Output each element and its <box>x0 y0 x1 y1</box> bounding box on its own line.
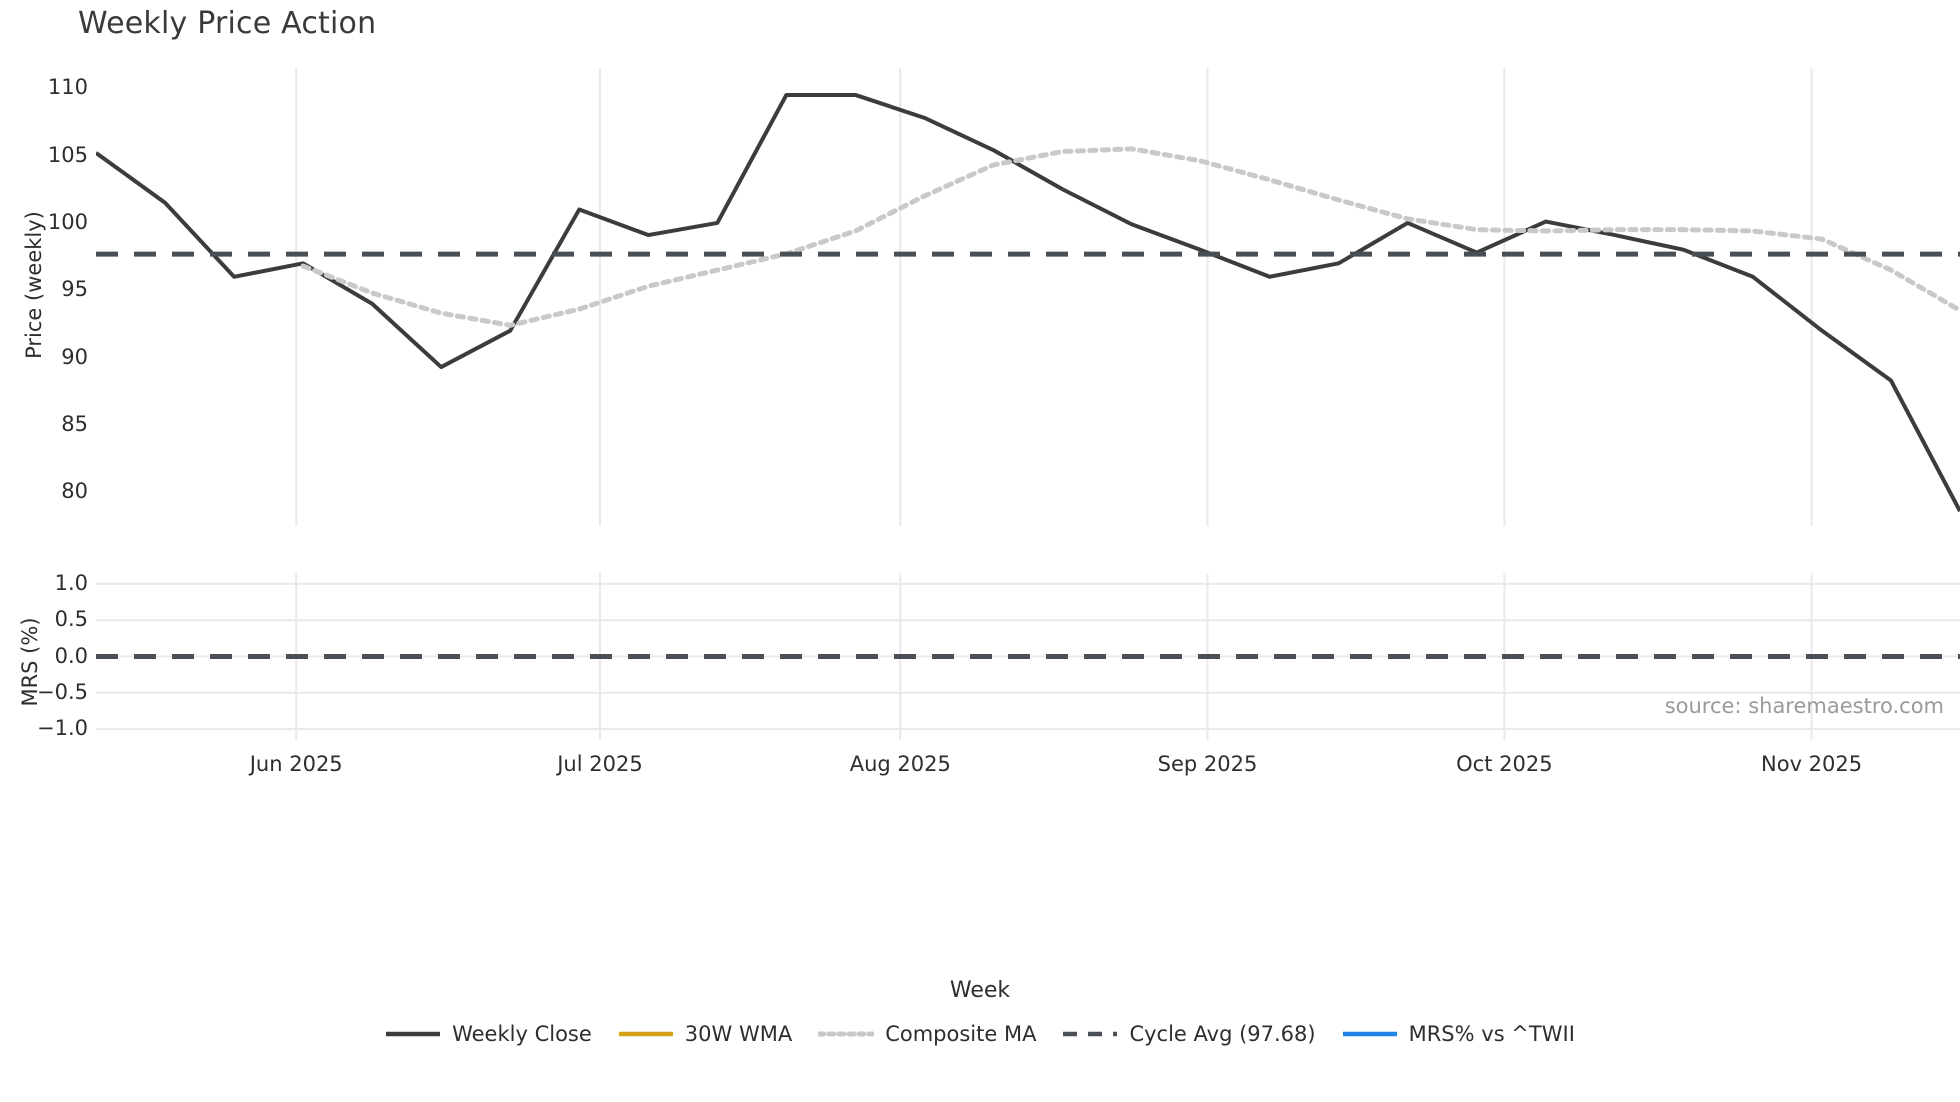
legend-item-composite-ma[interactable]: Composite MA <box>818 1022 1036 1046</box>
y-tick-label-price: 90 <box>61 344 88 369</box>
x-tick-label: Nov 2025 <box>1761 752 1863 776</box>
y-tick-label-price: 80 <box>61 479 88 504</box>
x-axis-label: Week <box>949 978 1011 1003</box>
y-tick-label-mrs: 0.5 <box>54 607 88 632</box>
y-axis-ticks-price: 110 105 100 95 90 85 80 <box>0 0 88 1102</box>
mrs-plot-svg <box>96 573 1960 740</box>
x-tick-label: Oct 2025 <box>1456 752 1553 776</box>
legend-item-30w-wma[interactable]: 30W WMA <box>618 1022 792 1046</box>
legend-swatch-icon <box>618 1024 674 1044</box>
chart-legend: Weekly Close 30W WMA Composite MA Cycle Avg… <box>0 1022 1960 1046</box>
x-tick-label: Sep 2025 <box>1157 752 1258 776</box>
legend-swatch-icon <box>1342 1024 1398 1044</box>
mrs-plot-area <box>96 573 1960 740</box>
y-tick-label-mrs: −1.0 <box>37 716 88 741</box>
page-title: Weekly Price Action <box>78 6 377 41</box>
series-line-weekly-close <box>96 92 1960 513</box>
series-line-composite-ma <box>300 146 1960 328</box>
y-tick-label-price: 110 <box>47 75 88 100</box>
y-tick-label-price: 85 <box>61 411 88 436</box>
legend-label: Cycle Avg (97.68) <box>1129 1022 1316 1046</box>
legend-item-weekly-close[interactable]: Weekly Close <box>385 1022 592 1046</box>
y-tick-label-mrs: 1.0 <box>54 570 88 595</box>
legend-label: MRS% vs ^TWII <box>1408 1022 1575 1046</box>
y-tick-label-mrs: 0.0 <box>54 643 88 668</box>
y-tick-label-mrs: −0.5 <box>37 679 88 704</box>
y-tick-label-price: 95 <box>61 277 88 302</box>
legend-item-cycle-avg-97-68[interactable]: Cycle Avg (97.68) <box>1062 1022 1316 1046</box>
legend-label: Composite MA <box>885 1022 1037 1046</box>
legend-swatch-icon <box>1062 1024 1118 1044</box>
x-tick-label: Aug 2025 <box>849 752 951 776</box>
legend-swatch-icon <box>818 1024 875 1044</box>
y-tick-label-price: 100 <box>47 209 88 234</box>
legend-item-mrs-vs-twii[interactable]: MRS% vs ^TWII <box>1342 1022 1575 1046</box>
y-tick-label-price: 105 <box>47 142 88 167</box>
price-plot-area <box>96 68 1960 526</box>
legend-label: Weekly Close <box>452 1022 592 1046</box>
legend-swatch-icon <box>385 1024 441 1044</box>
source-watermark: source: sharemaestro.com <box>1664 694 1944 718</box>
x-tick-label: Jul 2025 <box>557 752 643 776</box>
legend-label: 30W WMA <box>684 1022 793 1046</box>
price-plot-svg <box>96 68 1960 526</box>
y-axis-ticks-mrs: 1.0 0.5 0.0 −0.5 −1.0 <box>0 0 88 1102</box>
x-tick-label: Jun 2025 <box>249 752 343 776</box>
